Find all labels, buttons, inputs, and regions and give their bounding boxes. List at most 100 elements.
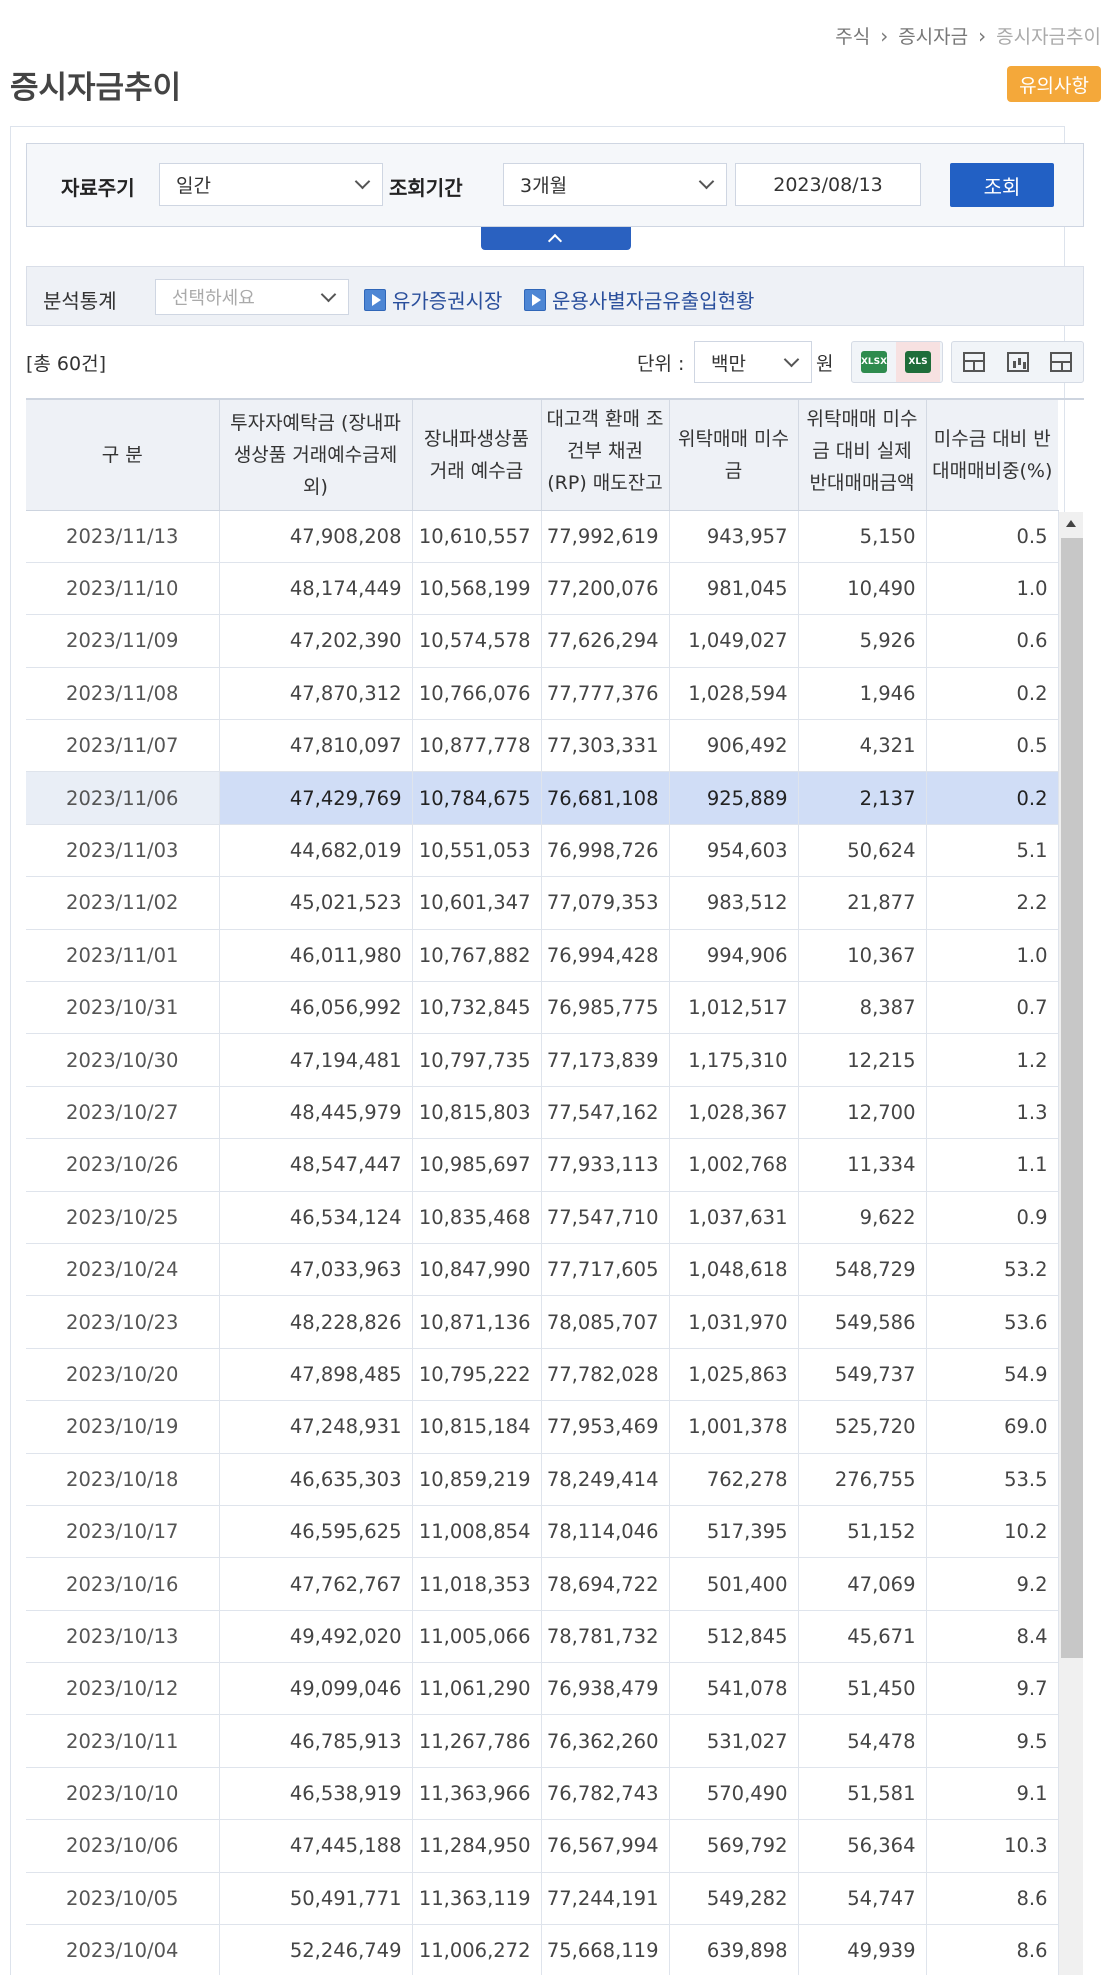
- link-kospi-market[interactable]: 유가증권시장: [364, 285, 502, 314]
- value-cell: 76,681,108: [541, 771, 670, 825]
- collapse-search-button[interactable]: [481, 227, 631, 250]
- date-cell: 2023/10/10: [26, 1767, 220, 1821]
- table-row[interactable]: 2023/10/30 47,194,481 10,797,735 77,173,839…: [26, 1033, 1059, 1087]
- table-row[interactable]: 2023/10/05 50,491,771 11,363,119 77,244,191…: [26, 1872, 1059, 1926]
- view-table-button[interactable]: [952, 342, 996, 382]
- value-cell: 44,682,019: [219, 824, 413, 878]
- value-cell: 78,694,722: [541, 1557, 670, 1611]
- unit-select[interactable]: 백만: [694, 341, 812, 383]
- table-row[interactable]: 2023/11/09 47,202,390 10,574,578 77,626,294…: [26, 614, 1059, 668]
- export-xlsx-button[interactable]: XLSX: [852, 342, 896, 382]
- table-row[interactable]: 2023/10/26 48,547,447 10,985,697 77,933,113…: [26, 1138, 1059, 1192]
- range-select[interactable]: 3개월: [503, 163, 727, 206]
- table-row[interactable]: 2023/10/04 52,246,749 11,006,272 75,668,119…: [26, 1924, 1059, 1975]
- range-label: 조회기간: [389, 176, 463, 200]
- value-cell: 47,908,208: [219, 510, 413, 563]
- view-chart-button[interactable]: [996, 342, 1040, 382]
- view-split-button[interactable]: [1039, 342, 1083, 382]
- table-row[interactable]: 2023/11/10 48,174,449 10,568,199 77,200,076…: [26, 562, 1059, 616]
- date-cell: 2023/11/07: [26, 719, 220, 773]
- value-cell: 994,906: [669, 929, 799, 983]
- col-header-rp-balance[interactable]: 대고객 환매 조건부 채권 (RP) 매도잔고: [541, 400, 670, 511]
- export-xls-button[interactable]: XLS: [896, 342, 940, 382]
- table-row[interactable]: 2023/10/31 46,056,992 10,732,845 76,985,775…: [26, 981, 1059, 1035]
- value-cell: 10,877,778: [412, 719, 542, 773]
- value-cell: 77,200,076: [541, 562, 670, 616]
- col-header-forced-sale-ratio[interactable]: 미수금 대비 반대매매비중(%): [926, 400, 1058, 511]
- table-row[interactable]: 2023/11/03 44,682,019 10,551,053 76,998,726…: [26, 824, 1059, 878]
- table-row[interactable]: 2023/11/02 45,021,523 10,601,347 77,079,353…: [26, 876, 1059, 930]
- table-row[interactable]: 2023/11/01 46,011,980 10,767,882 76,994,428…: [26, 929, 1059, 983]
- scroll-up-arrow-icon[interactable]: [1066, 520, 1076, 527]
- value-cell: 5.1: [926, 824, 1059, 878]
- table-row[interactable]: 2023/10/23 48,228,826 10,871,136 78,085,707…: [26, 1295, 1059, 1349]
- query-button[interactable]: 조회: [950, 163, 1054, 207]
- value-cell: 1,025,863: [669, 1348, 799, 1402]
- col-header-derivatives-deposit[interactable]: 장내파생상품 거래 예수금: [412, 400, 542, 511]
- value-cell: 2,137: [798, 771, 927, 825]
- value-cell: 46,538,919: [219, 1767, 413, 1821]
- date-input[interactable]: 2023/08/13: [735, 163, 921, 206]
- analysis-select[interactable]: 선택하세요: [155, 279, 349, 315]
- date-cell: 2023/11/13: [26, 510, 220, 563]
- table-row[interactable]: 2023/10/24 47,033,963 10,847,990 77,717,605…: [26, 1243, 1059, 1297]
- table-scrollbar[interactable]: [1059, 512, 1083, 1975]
- value-cell: 1,048,618: [669, 1243, 799, 1297]
- value-cell: 10,784,675: [412, 771, 542, 825]
- value-cell: 1,012,517: [669, 981, 799, 1035]
- table-row[interactable]: 2023/10/10 46,538,919 11,363,966 76,782,743…: [26, 1767, 1059, 1821]
- date-cell: 2023/10/26: [26, 1138, 220, 1192]
- breadcrumb: 주식 › 증시자금 › 증시자금추이: [835, 22, 1101, 49]
- value-cell: 11,005,066: [412, 1610, 542, 1664]
- value-cell: 9.1: [926, 1767, 1059, 1821]
- notice-button[interactable]: 유의사항: [1007, 66, 1101, 102]
- value-cell: 78,114,046: [541, 1505, 670, 1559]
- value-cell: 47,810,097: [219, 719, 413, 773]
- value-cell: 47,202,390: [219, 614, 413, 668]
- value-cell: 21,877: [798, 876, 927, 930]
- table-row[interactable]: 2023/10/13 49,492,020 11,005,066 78,781,732…: [26, 1610, 1059, 1664]
- col-header-margin-receivable[interactable]: 위탁매매 미수금: [669, 400, 799, 511]
- value-cell: 77,547,710: [541, 1191, 670, 1244]
- value-cell: 1,946: [798, 667, 927, 721]
- analysis-label: 분석통계: [43, 289, 117, 313]
- value-cell: 49,492,020: [219, 1610, 413, 1664]
- table-row[interactable]: 2023/10/19 47,248,931 10,815,184 77,953,469…: [26, 1400, 1059, 1454]
- table-row[interactable]: 2023/10/11 46,785,913 11,267,786 76,362,260…: [26, 1714, 1059, 1768]
- value-cell: 8.4: [926, 1610, 1059, 1664]
- col-header-investor-deposit[interactable]: 투자자예탁금 (장내파생상품 거래예수금제외): [219, 400, 413, 511]
- table-row[interactable]: 2023/10/06 47,445,188 11,284,950 76,567,994…: [26, 1819, 1059, 1873]
- date-cell: 2023/10/16: [26, 1557, 220, 1611]
- value-cell: 10.3: [926, 1819, 1059, 1873]
- breadcrumb-item-stock[interactable]: 주식: [835, 26, 871, 48]
- date-cell: 2023/10/06: [26, 1819, 220, 1873]
- table-row[interactable]: 2023/10/25 46,534,124 10,835,468 77,547,710…: [26, 1191, 1059, 1244]
- table-row[interactable]: 2023/10/12 49,099,046 11,061,290 76,938,479…: [26, 1662, 1059, 1716]
- value-cell: 570,490: [669, 1767, 799, 1821]
- value-cell: 46,595,625: [219, 1505, 413, 1559]
- scroll-thumb[interactable]: [1061, 538, 1083, 1658]
- table-row[interactable]: 2023/10/17 46,595,625 11,008,854 78,114,046…: [26, 1505, 1059, 1559]
- breadcrumb-item-market-funds[interactable]: 증시자금: [898, 26, 969, 48]
- table-row[interactable]: 2023/11/06 47,429,769 10,784,675 76,681,108…: [26, 771, 1059, 825]
- table-row[interactable]: 2023/10/20 47,898,485 10,795,222 77,782,028…: [26, 1348, 1059, 1402]
- period-select[interactable]: 일간: [159, 163, 383, 206]
- value-cell: 1,031,970: [669, 1295, 799, 1349]
- link-fund-flow-by-manager[interactable]: 운용사별자금유출입현황: [524, 285, 754, 314]
- value-cell: 11,008,854: [412, 1505, 542, 1559]
- breadcrumb-item-current: 증시자금추이: [996, 26, 1101, 48]
- col-header-forced-sale[interactable]: 위탁매매 미수금 대비 실제 반대매매금액: [798, 400, 927, 511]
- value-cell: 77,782,028: [541, 1348, 670, 1402]
- table-row[interactable]: 2023/11/08 47,870,312 10,766,076 77,777,376…: [26, 667, 1059, 721]
- table-row[interactable]: 2023/10/27 48,445,979 10,815,803 77,547,162…: [26, 1086, 1059, 1140]
- value-cell: 49,939: [798, 1924, 927, 1975]
- table-row[interactable]: 2023/11/07 47,810,097 10,877,778 77,303,331…: [26, 719, 1059, 773]
- col-header-date[interactable]: 구 분: [26, 400, 220, 511]
- table-row[interactable]: 2023/10/18 46,635,303 10,859,219 78,249,414…: [26, 1453, 1059, 1506]
- play-icon: [524, 288, 546, 311]
- date-cell: 2023/10/27: [26, 1086, 220, 1140]
- date-cell: 2023/11/01: [26, 929, 220, 983]
- table-row[interactable]: 2023/10/16 47,762,767 11,018,353 78,694,722…: [26, 1557, 1059, 1611]
- table-row[interactable]: 2023/11/13 47,908,208 10,610,557 77,992,619…: [26, 510, 1059, 563]
- value-cell: 1.3: [926, 1086, 1059, 1140]
